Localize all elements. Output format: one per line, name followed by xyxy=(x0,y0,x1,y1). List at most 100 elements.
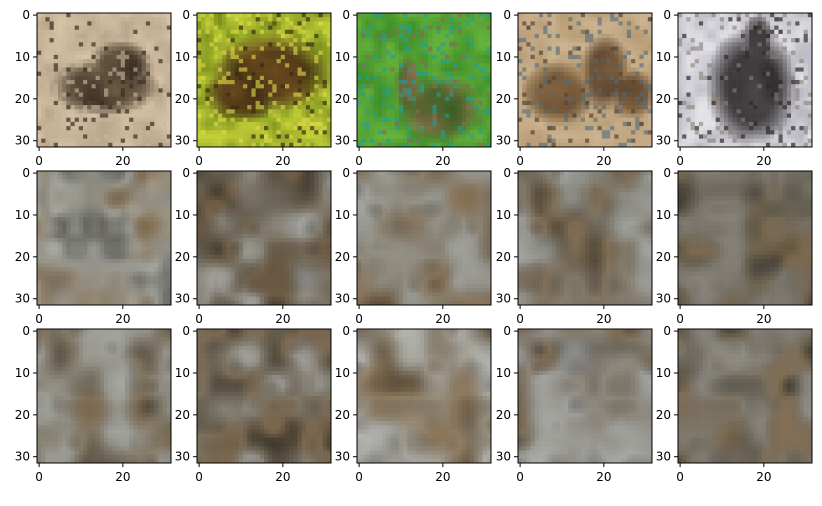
image-pixel xyxy=(403,121,408,127)
image-pixel xyxy=(369,126,375,131)
image-pixel xyxy=(736,84,742,89)
image-pixel xyxy=(205,67,210,72)
image-pixel xyxy=(83,138,88,144)
image-pixel xyxy=(369,33,375,39)
image-pixel xyxy=(78,46,84,51)
image-pixel xyxy=(474,126,479,131)
image-pixel xyxy=(87,13,92,18)
image-pixel xyxy=(585,80,590,85)
image-pixel xyxy=(440,33,446,39)
image-pixel xyxy=(62,130,67,135)
image-pixel xyxy=(259,117,265,123)
image-pixel xyxy=(486,134,492,139)
image-pixel xyxy=(614,80,619,85)
image-pixel xyxy=(622,84,628,89)
image-pixel xyxy=(803,71,809,77)
image-pixel xyxy=(757,21,763,26)
image-pixel xyxy=(703,29,708,35)
image-pixel xyxy=(585,46,590,51)
image-pixel xyxy=(213,92,219,98)
image-pixel xyxy=(386,21,391,26)
image-pixel xyxy=(238,121,244,127)
image-pixel xyxy=(386,113,391,118)
image-pixel xyxy=(74,126,80,131)
image-pixel xyxy=(276,59,282,64)
image-pixel xyxy=(593,54,598,60)
image-pixel xyxy=(322,92,328,98)
image-pixel xyxy=(403,126,408,131)
image-pixel xyxy=(415,46,421,51)
image-pixel xyxy=(382,63,387,68)
image-pixel xyxy=(732,88,737,93)
image-pixel xyxy=(78,109,84,114)
image-pixel xyxy=(728,84,733,89)
image-pixel xyxy=(394,84,400,89)
image-pixel xyxy=(534,100,540,106)
image-pixel xyxy=(626,21,632,26)
image-pixel xyxy=(62,46,67,51)
image-pixel xyxy=(457,75,462,81)
image-pixel xyxy=(150,109,155,114)
image-pixel xyxy=(91,117,96,123)
image-pixel xyxy=(538,121,544,127)
image-pixel xyxy=(369,59,375,64)
image-pixel xyxy=(559,134,565,139)
image-pixel xyxy=(424,54,429,60)
image-pixel xyxy=(703,42,708,47)
image-pixel xyxy=(124,80,130,85)
image-pixel xyxy=(166,67,172,72)
image-pixel xyxy=(610,21,615,26)
image-pixel xyxy=(631,21,636,26)
image-pixel xyxy=(197,117,202,123)
image-pixel xyxy=(482,109,488,114)
image-pixel xyxy=(436,88,442,93)
image-pixel xyxy=(428,92,433,98)
image-pixel xyxy=(129,105,134,110)
image-pixel xyxy=(526,67,531,72)
image-pixel xyxy=(255,138,261,144)
image-pixel xyxy=(247,130,252,135)
image-pixel xyxy=(711,113,716,118)
image-pixel xyxy=(99,38,105,43)
image-pixel xyxy=(518,21,523,26)
image-pixel xyxy=(268,134,273,139)
image-pixel xyxy=(280,134,286,139)
image-pixel xyxy=(635,25,640,31)
image-pixel xyxy=(87,33,92,39)
image-pixel xyxy=(522,63,527,68)
image-pixel xyxy=(243,109,248,114)
image-pixel xyxy=(601,113,607,118)
image-pixel xyxy=(234,134,240,139)
image-pixel xyxy=(361,42,366,47)
image-pixel xyxy=(551,100,556,106)
image-pixel xyxy=(297,21,302,26)
image-pixel xyxy=(272,38,277,43)
image-pixel xyxy=(78,134,84,139)
image-pixel xyxy=(605,54,611,60)
image-pixel xyxy=(57,75,63,81)
image-pixel xyxy=(166,46,172,51)
image-pixel xyxy=(112,84,117,89)
image-pixel xyxy=(610,84,615,89)
image-pixel xyxy=(690,121,696,127)
image-pixel xyxy=(112,134,117,139)
image-pixel xyxy=(682,96,687,102)
image-pixel xyxy=(238,38,244,43)
image-pixel xyxy=(543,38,548,43)
image-pixel xyxy=(778,25,783,31)
image-pixel xyxy=(154,105,159,110)
image-pixel xyxy=(382,29,387,35)
image-pixel xyxy=(711,38,716,43)
image-pixel xyxy=(474,88,479,93)
image-pixel xyxy=(255,50,261,56)
image-pixel xyxy=(728,75,733,81)
image-pixel xyxy=(66,117,71,123)
image-pixel xyxy=(45,29,50,35)
image-pixel xyxy=(382,130,387,135)
image-pixel xyxy=(407,100,412,106)
image-pixel xyxy=(703,63,708,68)
image-pixel xyxy=(318,130,323,135)
image-pixel xyxy=(547,88,552,93)
image-pixel xyxy=(444,92,450,98)
